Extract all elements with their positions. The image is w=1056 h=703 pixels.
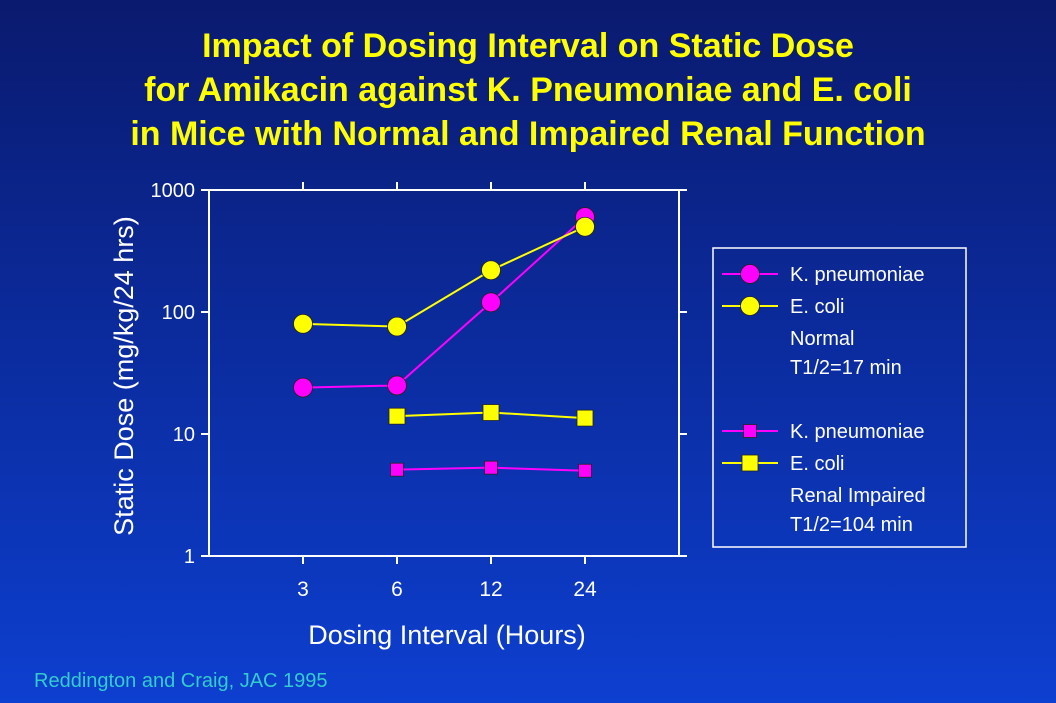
data-point (578, 463, 592, 478)
data-point (293, 377, 313, 398)
legend-box (712, 247, 967, 548)
data-point (387, 316, 407, 337)
series-lines (302, 216, 586, 472)
y-tick-label: 1000 (151, 180, 196, 202)
legend: K. pneumoniae E. coli Normal T1/2=17 min K. … (722, 264, 926, 536)
legend-group-label: Normal (790, 328, 854, 350)
plot-area (208, 189, 680, 557)
legend-marker (740, 264, 760, 284)
legend-series-label: K. pneumoniae (790, 421, 925, 443)
x-axis-label: Dosing Interval (Hours) (308, 620, 586, 650)
data-point (482, 404, 500, 421)
data-point (575, 216, 595, 237)
chart-title: Impact of Dosing Interval on Static Dose… (0, 24, 1056, 156)
y-axis: 1 10 100 1000 (151, 180, 687, 568)
data-point (293, 313, 313, 334)
y-tick-label: 10 (173, 424, 195, 446)
series-line (302, 216, 586, 389)
x-tick-label: 24 (573, 578, 597, 601)
x-axis: 3 6 12 24 (297, 182, 597, 601)
y-axis-label: Static Dose (mg/kg/24 hrs) (109, 216, 139, 536)
x-tick-label: 12 (479, 578, 502, 601)
legend-series-label: E. coli (790, 453, 844, 475)
x-tick-label: 3 (297, 578, 309, 601)
legend-marker (741, 454, 759, 472)
legend-series-label: E. coli (790, 296, 844, 318)
legend-group-label: T1/2=104 min (790, 514, 913, 536)
title-line-1: Impact of Dosing Interval on Static Dose (202, 27, 854, 65)
data-point (387, 375, 407, 396)
series-line (302, 225, 586, 328)
data-point (481, 260, 501, 281)
x-tick-label: 6 (391, 578, 403, 601)
title-line-2: for Amikacin against K. Pneumoniae and E… (144, 71, 912, 109)
legend-group-label: Renal Impaired (790, 485, 926, 507)
data-point (576, 409, 594, 427)
data-point (390, 462, 404, 477)
legend-group-label: T1/2=17 min (790, 357, 902, 379)
source-citation: Reddington and Craig, JAC 1995 (34, 670, 328, 692)
legend-marker (740, 296, 760, 316)
series-markers (293, 207, 595, 478)
y-tick-label: 100 (162, 302, 195, 324)
legend-marker (743, 424, 757, 438)
legend-series-label: K. pneumoniae (790, 264, 925, 286)
title-line-3: in Mice with Normal and Impaired Renal F… (130, 115, 926, 153)
data-point (388, 407, 406, 425)
y-tick-label: 1 (184, 546, 195, 568)
data-point (484, 460, 498, 475)
data-point (481, 292, 501, 313)
